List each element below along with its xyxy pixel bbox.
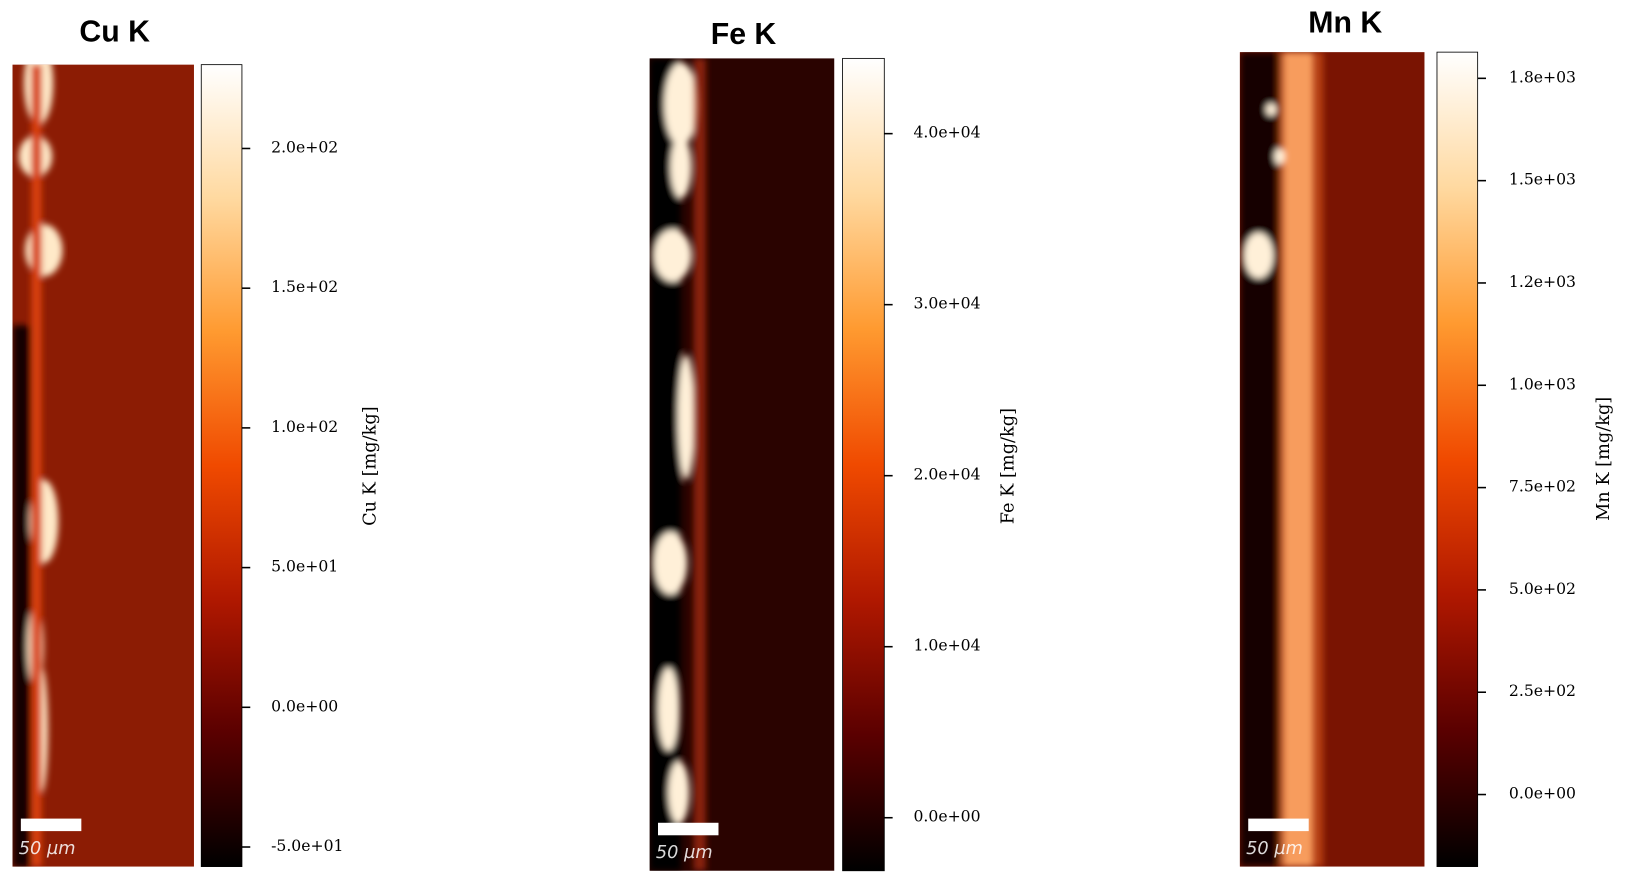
colorbar-label: Cu K [mg/kg] [360,406,380,526]
colorbar-tick-label: 1.0e+03 [1509,374,1576,393]
band-glow [1277,52,1324,867]
panel-title: Cu K [79,16,150,49]
colorbar-tick-label: 2.0e+04 [913,465,980,484]
edge-band [31,64,42,867]
figure-root: Cu K 50 µm -5.0e+01 0.0e+00 5.0e+01 1.0e+02 1.… [12,6,1614,872]
element-map: 50 µm [1239,52,1425,867]
element-map: 50 µm [12,64,194,867]
bright-spot [670,135,692,199]
colorbar-tick-label: 1.5e+02 [271,277,338,296]
bright-spot [1265,103,1277,116]
colorbar-tick-label: 4.0e+04 [913,123,980,142]
colorbar-tick-label: 1.0e+04 [913,636,980,655]
colorbar-tick-label: 0.0e+00 [1509,784,1576,803]
colorbar-tick-label: 1.2e+03 [1509,272,1576,291]
colorbar [842,57,885,872]
colorbar-tick-label: 5.0e+02 [1509,579,1576,598]
colorbar-tick-label: 0.0e+00 [271,696,338,715]
scale-bar-label: 50 µm [656,843,713,863]
colorbar-tick-label: 5.0e+01 [271,557,338,576]
colorbar-tick-label: 0.0e+00 [913,807,980,826]
colorbar-tick-label: 2.5e+02 [1509,681,1576,700]
colorbar-tick-label: 1.8e+03 [1509,67,1576,86]
dark-edge [12,325,32,867]
scale-bar-label: 50 µm [1246,839,1303,859]
colorbar-tick-label: -5.0e+01 [271,836,343,855]
colorbar-label: Fe K [mg/kg] [999,408,1019,524]
colorbar-label: Mn K [mg/kg] [1594,397,1614,521]
colorbar [1436,51,1479,867]
scale-bar-label: 50 µm [19,839,76,859]
edge-band [693,58,706,871]
panel-title: Fe K [711,18,777,51]
panel: Cu K 50 µm -5.0e+01 0.0e+00 5.0e+01 1.0e+02 1.… [12,16,380,867]
bright-spot [1274,148,1285,165]
map-features [649,58,706,871]
colorbar-tick-label: 1.5e+03 [1509,170,1576,189]
colorbar-tick-label: 7.5e+02 [1509,477,1576,496]
bright-spot [668,761,690,824]
scale-bar [20,818,82,832]
bright-spot [1244,232,1274,279]
bright-spot [677,354,695,480]
panel-title: Mn K [1308,6,1382,39]
colorbar-tick-label: 1.0e+02 [271,417,338,436]
colorbar-tick-label: 2.0e+02 [271,137,338,156]
bright-spot [25,224,63,277]
panel: Mn K 50 µm 0.0e+00 2.5e+02 5.0e+02 7.5e+02 1.0… [1239,6,1614,867]
scale-bar [658,822,719,836]
bright-spot [653,531,688,595]
scale-bar [1248,818,1309,832]
element-map: 50 µm [649,58,835,871]
bright-spot [658,667,679,751]
bright-spot [653,229,692,282]
colorbar-tick-label: 3.0e+04 [913,294,980,313]
panel: Fe K 50 µm 0.0e+00 1.0e+04 2.0e+04 3.0e+04 4.0… [649,18,1019,872]
bright-spot [664,62,698,146]
colorbar [200,64,243,867]
map-features [12,64,63,867]
map-features [1239,52,1324,867]
dark-edge [1239,52,1282,867]
